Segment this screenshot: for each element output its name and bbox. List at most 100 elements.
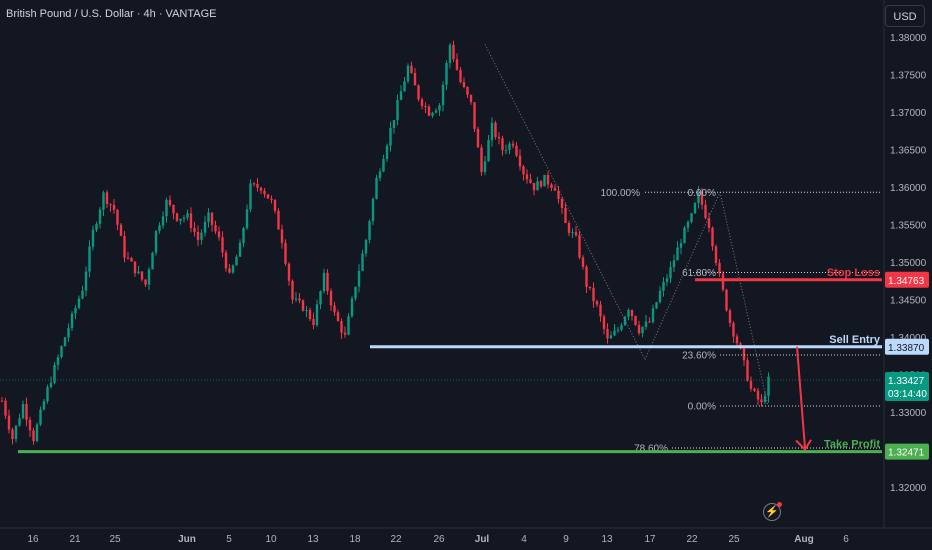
candle-body xyxy=(196,232,200,240)
candle-body xyxy=(263,190,266,195)
candle-body xyxy=(287,263,291,281)
candle-body xyxy=(175,213,179,221)
candle-body xyxy=(714,246,718,263)
y-tick-label: 1.34000 xyxy=(890,333,927,344)
candle-body xyxy=(515,145,518,156)
candle-body xyxy=(483,161,487,173)
candle-body xyxy=(277,210,280,230)
candle-body xyxy=(217,231,221,238)
candle-body xyxy=(487,140,490,162)
candle-body xyxy=(144,279,147,285)
fib-trend-line xyxy=(644,192,721,360)
x-tick-label: Jun xyxy=(178,534,196,545)
candle-body xyxy=(410,65,413,73)
sell-arrow-line xyxy=(796,346,806,449)
candle-body xyxy=(322,272,326,292)
candle-body xyxy=(375,178,378,199)
x-tick-label: 22 xyxy=(390,534,402,545)
candle-body xyxy=(270,198,273,200)
candle-body xyxy=(539,181,543,187)
candle-body xyxy=(616,329,620,331)
symbol-title: British Pound / U.S. Dollar · 4h · VANTA… xyxy=(6,8,217,20)
candle-body xyxy=(641,326,644,334)
candle-body xyxy=(592,287,595,302)
candle-body xyxy=(721,273,725,290)
candle-body xyxy=(637,324,641,334)
x-tick-label: 25 xyxy=(728,534,740,545)
candle-body xyxy=(378,171,382,179)
candle-body xyxy=(693,203,697,214)
candle-body xyxy=(357,270,361,287)
candle-body xyxy=(662,281,665,291)
candle-body xyxy=(235,256,238,266)
fib-level-label: 23.60% xyxy=(682,351,716,362)
candle-body xyxy=(333,305,336,313)
x-tick-label: 5 xyxy=(226,534,232,545)
x-tick-label: 9 xyxy=(563,534,569,545)
candle-body xyxy=(718,262,721,274)
candle-body xyxy=(329,290,333,306)
candle-body xyxy=(116,209,119,225)
candle-body xyxy=(476,128,480,148)
candle-body xyxy=(200,232,203,240)
candle-body xyxy=(147,269,151,285)
candle-body xyxy=(259,187,263,191)
candle-body xyxy=(613,330,616,336)
candle-body xyxy=(207,212,210,222)
candle-body xyxy=(326,272,329,291)
price-tag-bg xyxy=(885,338,929,355)
candle-body xyxy=(760,399,763,403)
candle-body xyxy=(347,316,350,335)
candle-body xyxy=(403,81,406,92)
candle-body xyxy=(651,308,655,322)
fib-trend-line xyxy=(484,44,646,360)
candle-body xyxy=(399,91,403,101)
candle-body xyxy=(585,266,588,287)
y-tick-label: 1.35500 xyxy=(890,221,927,232)
x-tick-label: 10 xyxy=(265,534,277,545)
lightning-icon[interactable]: ⚡ xyxy=(763,502,782,521)
candle-body xyxy=(228,268,231,273)
candle-body xyxy=(11,429,14,440)
level-label: Stop Loss xyxy=(827,267,880,279)
current-price-label: 1.33427 xyxy=(888,376,925,387)
candle-body xyxy=(532,182,536,191)
candle-body xyxy=(63,337,67,347)
candle-body xyxy=(567,223,571,233)
candle-body xyxy=(77,298,81,308)
candle-body xyxy=(53,365,56,383)
candle-body xyxy=(74,307,77,314)
candle-body xyxy=(32,430,35,442)
candle-body xyxy=(690,213,693,222)
current-price-tag xyxy=(885,371,929,401)
candle-body xyxy=(252,183,256,185)
candle-body xyxy=(606,328,609,339)
candle-body xyxy=(665,278,669,282)
candle-body xyxy=(242,227,245,243)
candle-body xyxy=(4,400,7,416)
candle-body xyxy=(389,127,392,146)
candle-body xyxy=(245,209,249,228)
candle-body xyxy=(368,221,371,240)
candle-body xyxy=(165,199,168,217)
candle-body xyxy=(546,175,550,185)
candle-body xyxy=(161,216,165,226)
candle-body xyxy=(655,302,658,309)
candle-body xyxy=(497,136,501,139)
candle-body xyxy=(522,166,525,175)
candle-body xyxy=(21,403,25,419)
candle-body xyxy=(525,174,529,180)
candle-body xyxy=(595,301,599,305)
fib-level-label: 0.00% xyxy=(688,402,716,413)
candle-body xyxy=(697,191,700,204)
candle-body xyxy=(707,218,711,228)
candle-body xyxy=(599,304,602,317)
currency-button[interactable]: USD xyxy=(885,5,925,27)
x-tick-label: 25 xyxy=(109,534,121,545)
candle-body xyxy=(756,390,760,400)
candle-body xyxy=(203,221,207,233)
candle-body xyxy=(494,122,497,137)
candle-body xyxy=(168,199,172,206)
candle-body xyxy=(193,227,196,233)
